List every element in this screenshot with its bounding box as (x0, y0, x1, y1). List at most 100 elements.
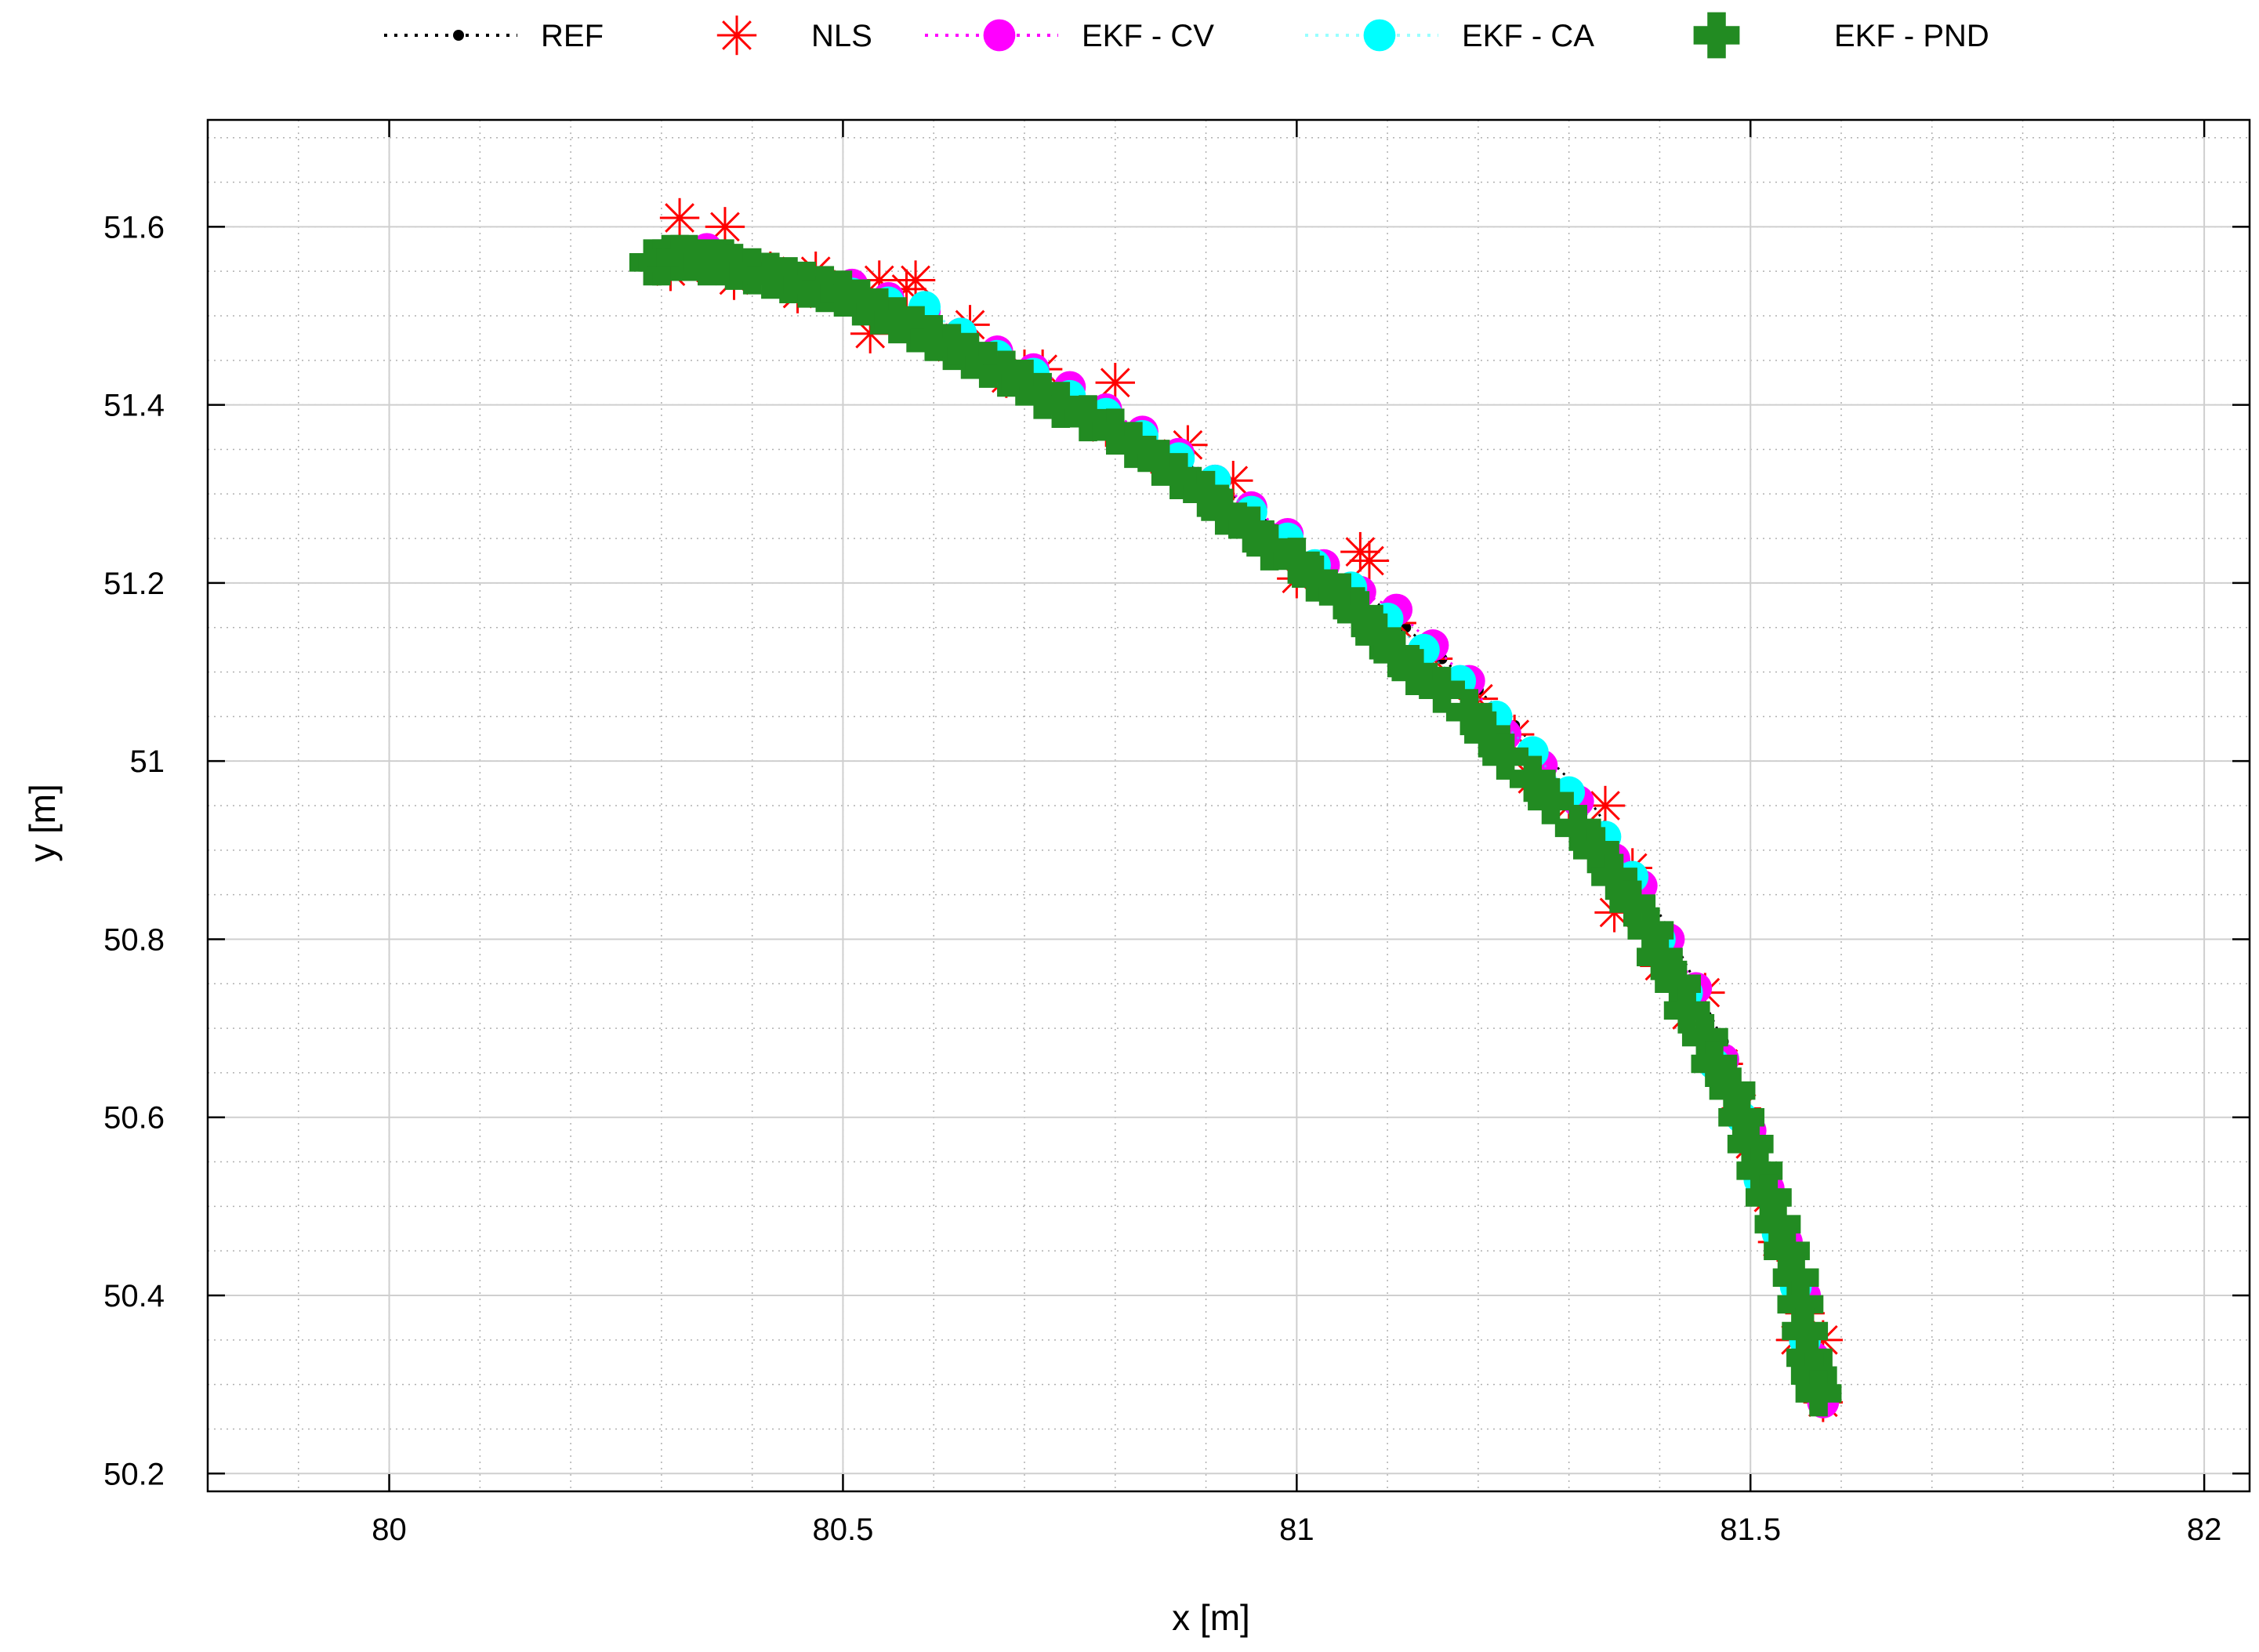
marker-asterisk-stroke (1100, 368, 1130, 398)
legend-item: EKF - CV (925, 19, 1214, 53)
marker-plus (1445, 689, 1492, 736)
x-tick-label: 80.5 (813, 1513, 874, 1547)
marker-plus (1528, 777, 1574, 824)
series-line (661, 256, 1820, 1394)
data-point (1482, 734, 1529, 780)
data-point (1373, 631, 1420, 678)
data-point (1709, 1067, 1756, 1114)
data-point (1110, 422, 1157, 469)
x-tick-label: 81 (1279, 1513, 1314, 1547)
y-tick-label: 50.8 (103, 922, 165, 957)
data-point (1001, 359, 1048, 406)
data-point (716, 15, 757, 56)
y-tick-label: 50.4 (103, 1279, 165, 1313)
data-point (1573, 827, 1619, 874)
marker-plus (1037, 382, 1084, 429)
data-point (1736, 1147, 1783, 1194)
x-tick-label: 82 (2187, 1513, 2222, 1547)
marker-plus (1228, 506, 1275, 553)
data-point (1591, 853, 1637, 900)
x-axis-label: x [m] (1172, 1597, 1250, 1638)
data-point (1795, 1370, 1842, 1417)
marker-plus (1336, 591, 1383, 638)
data-point (1355, 613, 1401, 660)
series-ekf-cv (654, 233, 1840, 1418)
marker-circle (983, 19, 1016, 52)
data-point (1183, 470, 1229, 517)
data-point (1691, 1041, 1738, 1087)
marker-plus (1782, 1308, 1829, 1354)
data-point (1037, 382, 1084, 429)
legend-item: NLS (716, 15, 872, 56)
data-point (1064, 395, 1111, 442)
marker-plus (1691, 1041, 1738, 1087)
data-point (1764, 1227, 1810, 1274)
series-ekf-ca (654, 241, 1830, 1401)
marker-plus (1137, 440, 1184, 486)
legend-label: EKF - CA (1462, 19, 1594, 53)
y-tick-label: 51.4 (103, 389, 165, 423)
data-point (1681, 1014, 1728, 1060)
marker-plus (1681, 1014, 1728, 1060)
marker-plus (1092, 408, 1139, 455)
plot-area-frame (206, 118, 2251, 1493)
data-point (1336, 591, 1383, 638)
legend: REF NLS EKF - CV EKF - CA EKF - PND (384, 12, 1989, 59)
axis-ticks: 80 80.5 81 81.5 82 50.2 50.4 50.6 50.8 51 51.2 51.4… (103, 120, 2250, 1547)
y-axis-label: y [m] (22, 784, 63, 862)
marker-plus (1727, 1121, 1774, 1168)
grid (207, 120, 2250, 1491)
y-tick-label: 51 (130, 744, 165, 779)
data-point (1137, 440, 1184, 486)
data-point (1273, 538, 1320, 584)
data-point (1609, 880, 1656, 927)
data-series (629, 197, 1844, 1422)
data-point (1772, 1254, 1819, 1301)
legend-item: EKF - PND (1693, 12, 1989, 59)
marker-asterisk-stroke (901, 265, 930, 295)
marker-plus (1373, 631, 1420, 678)
marker-plus (1391, 649, 1438, 695)
data-point (1464, 711, 1510, 758)
data-point (983, 19, 1016, 52)
data-point (1292, 555, 1338, 602)
marker-asterisk-stroke (1590, 791, 1620, 821)
data-point (1419, 666, 1465, 713)
data-point (1445, 689, 1492, 736)
data-point (1391, 649, 1438, 695)
marker-plus (1419, 666, 1465, 713)
marker-asterisk-stroke (1354, 545, 1384, 576)
marker-plus (1655, 960, 1701, 1007)
marker-plus (1001, 359, 1048, 406)
marker-plus (1736, 1147, 1783, 1194)
data-point (1201, 488, 1248, 535)
marker-plus (1509, 755, 1556, 802)
legend-label: NLS (811, 19, 872, 53)
marker-plus (1554, 805, 1601, 851)
data-point (1092, 408, 1139, 455)
marker-plus (1609, 880, 1656, 927)
x-tick-label: 80 (372, 1513, 407, 1547)
marker-asterisk-stroke (665, 203, 694, 233)
y-tick-label: 51.6 (103, 210, 165, 245)
marker-dot (453, 30, 464, 41)
marker-plus (1273, 538, 1320, 584)
marker-circle (1363, 19, 1396, 52)
data-point (1745, 1174, 1792, 1221)
legend-label: EKF - PND (1834, 19, 1989, 53)
data-point (1627, 907, 1674, 954)
marker-plus (1292, 555, 1338, 602)
legend-label: EKF - CV (1082, 19, 1214, 53)
y-tick-label: 50.2 (103, 1457, 165, 1491)
legend-item: REF (384, 19, 604, 53)
marker-plus (1246, 524, 1293, 571)
marker-plus (1693, 12, 1740, 59)
data-point (453, 30, 464, 41)
series-line (670, 256, 1815, 1385)
data-point (1663, 987, 1710, 1034)
marker-plus (1777, 1281, 1824, 1328)
data-point (1585, 785, 1626, 826)
marker-plus (1772, 1254, 1819, 1301)
legend-label: REF (541, 19, 604, 53)
